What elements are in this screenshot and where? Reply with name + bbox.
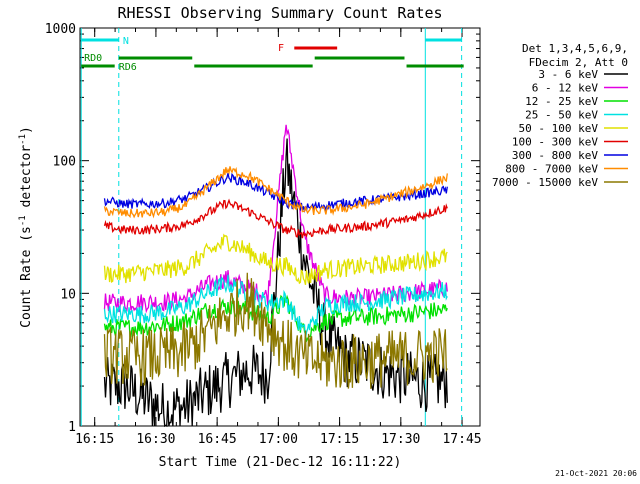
rd6-label: RD6 xyxy=(119,62,137,73)
x-tick-label: 16:30 xyxy=(136,432,175,447)
legend-label: 300 - 800 keV xyxy=(512,149,598,162)
data-series xyxy=(103,124,448,428)
legend-label: 25 - 50 keV xyxy=(525,109,598,122)
mode-annotations: N RD0 RD6 F xyxy=(80,28,464,426)
legend-label: 3 - 6 keV xyxy=(538,68,598,81)
legend-label: 7000 - 15000 keV xyxy=(492,176,598,189)
series-line-8 xyxy=(103,272,448,389)
series-line-5 xyxy=(103,198,448,239)
x-tick-label: 17:30 xyxy=(381,432,420,447)
x-axis-label: Start Time (21-Dec-12 16:11:22) xyxy=(159,455,402,470)
legend: Det 1,3,4,5,6,9, FDecim 2, Att 0 3 - 6 k… xyxy=(492,42,628,189)
chart-title: RHESSI Observing Summary Count Rates xyxy=(117,4,442,22)
legend-label: 12 - 25 keV xyxy=(525,95,598,108)
legend-label: 50 - 100 keV xyxy=(519,122,599,135)
series-line-7 xyxy=(103,166,448,219)
footer-date: 21-Oct-2021 20:06 xyxy=(555,469,637,478)
legend-label: 100 - 300 keV xyxy=(512,136,598,149)
x-tick-label: 17:45 xyxy=(442,432,481,447)
night-label: N xyxy=(123,36,129,47)
y-tick-label: 1000 xyxy=(45,22,76,37)
legend-label: 6 - 12 keV xyxy=(532,82,599,95)
x-tick-label: 17:00 xyxy=(259,432,298,447)
series-line-0 xyxy=(103,138,448,428)
legend-label: 800 - 7000 keV xyxy=(505,163,598,176)
legend-header-2: FDecim 2, Att 0 xyxy=(529,56,628,69)
y-tick-label: 100 xyxy=(53,155,76,170)
series-line-4 xyxy=(103,233,448,285)
x-tick-label: 16:45 xyxy=(198,432,237,447)
series-line-3 xyxy=(103,274,448,339)
flare-label: F xyxy=(278,43,284,54)
rd0-label: RD0 xyxy=(84,53,102,64)
legend-header-1: Det 1,3,4,5,6,9, xyxy=(522,42,628,55)
x-tick-label: 16:15 xyxy=(75,432,114,447)
y-axis-label: Count Rate (s-1 detector-1) xyxy=(18,126,34,328)
x-axis-ticks: 16:15 16:30 16:45 17:00 17:15 17:30 17:45 xyxy=(75,28,482,447)
series-line-6 xyxy=(103,172,448,214)
x-tick-label: 17:15 xyxy=(320,432,359,447)
y-tick-label: 1 xyxy=(68,420,76,435)
plot-area xyxy=(79,27,481,427)
y-tick-label: 10 xyxy=(60,287,76,302)
